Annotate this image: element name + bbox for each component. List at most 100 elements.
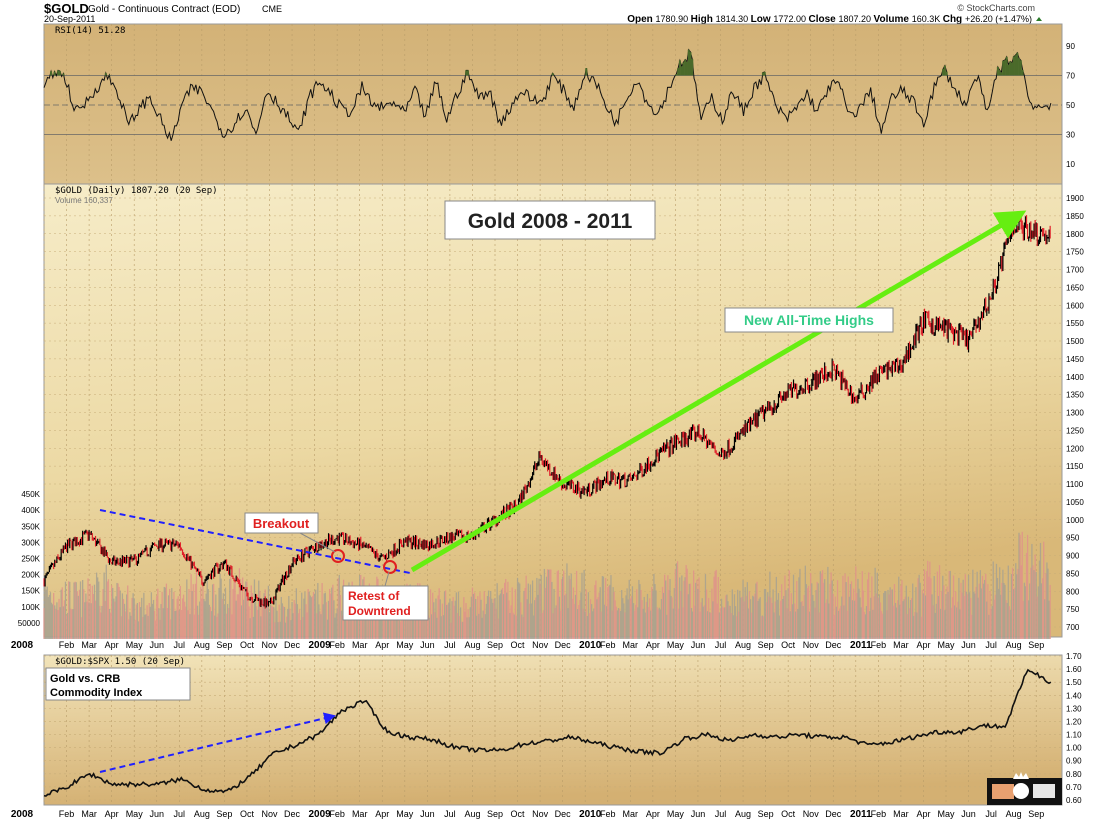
y-tick-label: 0.80 [1066,770,1082,779]
x-tick-label: 2009 [308,640,331,651]
x-tick-label: Mar [893,809,909,819]
rsi-label: RSI(14) 51.28 [55,26,125,36]
x-tick-label: Sep [1028,640,1044,650]
volume-tick-label: 100K [21,603,40,612]
x-tick-label: Sep [758,640,774,650]
x-tick-label: Sep [216,640,232,650]
x-tick-label: Jun [961,809,976,819]
y-tick-label: 750 [1066,605,1080,614]
x-tick-label: Jun [961,640,976,650]
quote-value: 1772.00 [773,14,808,24]
x-tick-label: Dec [284,640,301,650]
x-tick-label: Aug [464,809,480,819]
y-tick-label: 0.90 [1066,757,1082,766]
x-tick-label: Nov [261,809,278,819]
x-tick-label: Nov [803,809,820,819]
y-tick-label: 0.60 [1066,796,1082,805]
x-tick-label: Jun [420,809,435,819]
x-tick-label: Feb [59,640,75,650]
x-tick-label: 2011 [850,640,872,651]
x-tick-label: 2010 [579,809,602,820]
x-tick-label: May [937,640,955,650]
y-tick-label: 1000 [1066,516,1084,525]
breakout-marker [331,549,345,563]
x-tick-label: Jul [985,809,997,819]
quote-value: +26.20 (+1.47%) [965,14,1032,24]
x-tick-label: Aug [464,640,480,650]
x-tick-label: May [937,809,955,819]
y-tick-label: 1.70 [1066,652,1082,661]
new-highs-box [724,307,894,333]
x-tick-label: Oct [240,640,255,650]
retest-label-1: Retest of [348,589,400,603]
ratio-trend-arrow [99,712,336,773]
x-tick-label: Apr [646,640,660,650]
volume-tick-label: 300K [21,538,40,547]
quote-line: Open 1780.90 High 1814.30 Low 1772.00 Cl… [627,14,1032,25]
x-tick-label: Jul [715,640,727,650]
y-tick-label: 1200 [1066,444,1084,453]
x-tick-label: May [667,809,685,819]
retest-label-2: Downtrend [348,604,411,618]
x-tick-label: Mar [352,640,368,650]
x-tick-label: Sep [1028,809,1044,819]
x-tick-label: Apr [375,809,389,819]
rsi-line [43,48,1052,141]
x-tick-label: 2010 [579,640,602,651]
x-tick-label: Aug [735,640,751,650]
new-highs-label: New All-Time Highs [744,312,874,328]
volume-tick-label: 50000 [18,619,41,628]
x-tick-label: Apr [105,640,119,650]
x-tick-label: Aug [1006,809,1022,819]
x-tick-label: Jul [174,809,186,819]
x-tick-label: 2008 [11,809,34,820]
x-tick-label: Nov [261,640,278,650]
volume-tick-label: 250K [21,555,40,564]
ratio-box-line-1: Gold vs. CRB [50,673,120,685]
x-tick-label: Feb [59,809,75,819]
y-tick-label: 10 [1066,160,1075,169]
y-tick-label: 1.40 [1066,691,1082,700]
chart-title: Gold 2008 - 2011 [468,210,633,233]
ratio-box [45,667,191,701]
x-tick-label: Nov [532,809,549,819]
y-tick-label: 30 [1066,131,1075,140]
chart-date: 20-Sep-2011 [44,14,95,24]
x-tick-label: Aug [194,809,210,819]
y-tick-label: 850 [1066,569,1080,578]
x-tick-label: Jun [691,809,706,819]
y-tick-label: 0.70 [1066,783,1082,792]
x-tick-label: Aug [1006,640,1022,650]
y-tick-label: 1500 [1066,337,1084,346]
downtrend-line [99,509,411,574]
y-tick-label: 900 [1066,552,1080,561]
volume-tick-label: 350K [21,522,40,531]
x-tick-label: Feb [600,809,616,819]
x-tick-label: Dec [825,809,842,819]
y-tick-label: 1700 [1066,266,1084,275]
y-tick-label: 1250 [1066,426,1084,435]
y-tick-label: 1650 [1066,283,1084,292]
up-arrow-icon [1036,17,1042,21]
quote-value: 160.3K [912,14,943,24]
y-tick-label: 1550 [1066,319,1084,328]
x-tick-label: Oct [511,809,526,819]
x-tick-label: Nov [532,640,549,650]
exchange: CME [262,4,282,14]
x-tick-label: Dec [555,809,572,819]
x-tick-label: Dec [555,640,572,650]
breakout-pointer [299,532,336,553]
y-tick-label: 1300 [1066,409,1084,418]
x-tick-label: Jul [174,640,186,650]
title-box [444,200,656,240]
retest-pointer [384,571,390,587]
y-tick-label: 1400 [1066,373,1084,382]
description: Gold - Continuous Contract (EOD) [88,4,240,15]
y-tick-label: 1900 [1066,194,1084,203]
ratio-line [43,668,1052,797]
x-tick-label: Feb [329,640,345,650]
x-tick-label: 2011 [850,809,872,820]
y-tick-label: 800 [1066,587,1080,596]
y-tick-label: 90 [1066,42,1075,51]
